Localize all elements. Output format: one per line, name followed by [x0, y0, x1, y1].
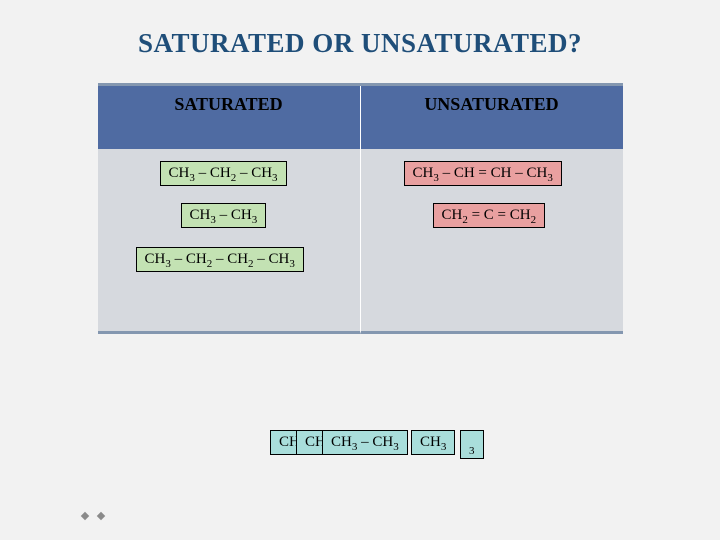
slide-title: SATURATED OR UNSATURATED? [0, 28, 720, 59]
chip-back-right: CH3 [411, 430, 455, 455]
cell-saturated: CH3 – CH2 – CH3 CH3 – CH3 CH3 – CH2 – CH… [98, 149, 361, 334]
comparison-table: SATURATED UNSATURATED CH3 – CH2 – CH3 CH… [98, 83, 623, 334]
table-body-row: CH3 – CH2 – CH3 CH3 – CH3 CH3 – CH2 – CH… [98, 149, 623, 334]
table-header-row: SATURATED UNSATURATED [98, 86, 623, 149]
chip-front-mid: CH3 – CH3 [322, 430, 408, 455]
header-unsaturated: UNSATURATED [361, 86, 623, 149]
formula-ethane: CH3 – CH3 [181, 203, 267, 228]
formula-butene: CH3 – CH = CH – CH3 [404, 161, 562, 186]
decorative-diamond-icon [97, 512, 105, 520]
chip-back-right2: 3 [460, 430, 484, 459]
header-saturated: SATURATED [98, 86, 361, 149]
slide-container: SATURATED OR UNSATURATED? SATURATED UNSA… [0, 0, 720, 540]
decorative-diamond-icon [81, 512, 89, 520]
cell-unsaturated: CH3 – CH = CH – CH3 CH2 = C = CH2 [361, 149, 623, 334]
formula-butane: CH3 – CH2 – CH2 – CH3 [136, 247, 304, 272]
formula-propane: CH3 – CH2 – CH3 [160, 161, 287, 186]
formula-propadiene: CH2 = C = CH2 [433, 203, 546, 228]
